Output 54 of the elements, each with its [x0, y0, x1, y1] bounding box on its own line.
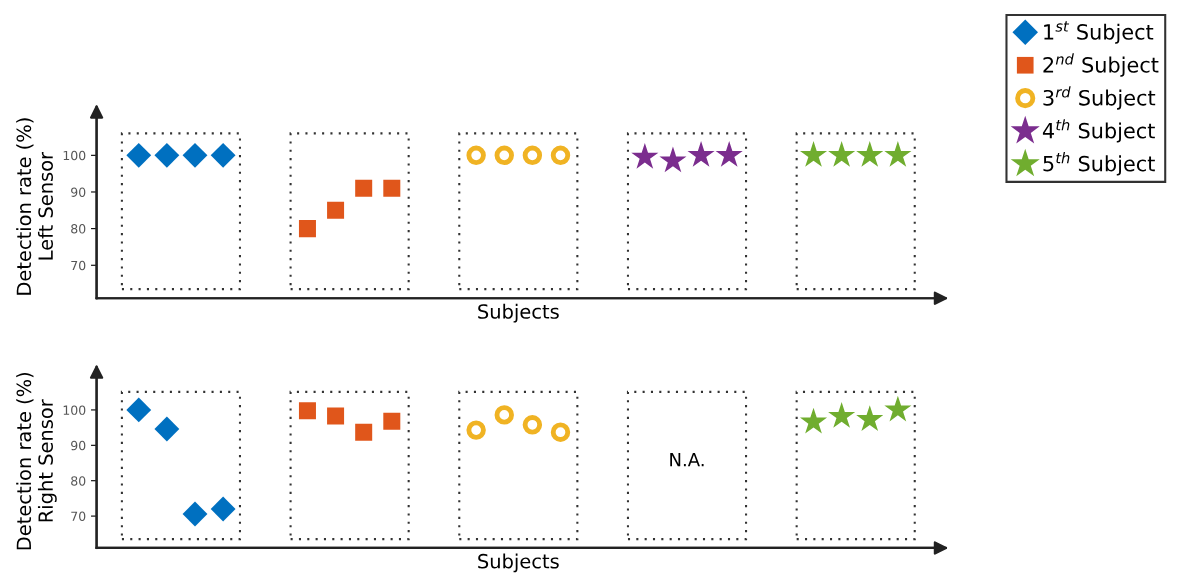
point: [522, 415, 543, 435]
point: [799, 407, 828, 434]
point: [154, 142, 180, 168]
point: [687, 141, 715, 167]
y-tick-label: 90: [71, 440, 86, 451]
point: [210, 142, 236, 168]
point: [182, 501, 208, 527]
point: [631, 142, 659, 169]
point: [494, 405, 514, 425]
legend-label: 4$^{th}$ Subject: [1042, 119, 1155, 143]
point: [383, 179, 401, 197]
point: [856, 141, 884, 167]
y-tick-label: 80: [71, 476, 86, 486]
point: [884, 395, 912, 422]
x-axis-title: Subjects: [478, 303, 559, 323]
point: [126, 142, 152, 168]
point: [799, 141, 828, 167]
point: [884, 141, 912, 167]
y-axis-title: Detection rate (%) Right Sensor: [16, 372, 57, 550]
y-tick-label: 100: [63, 150, 86, 161]
point: [715, 141, 743, 167]
y-tick-label: 90: [71, 187, 86, 197]
y-tick-label: 100: [63, 405, 86, 415]
legend-label: 3$^{rd}$ Subject: [1043, 86, 1156, 110]
point: [327, 407, 345, 425]
point: [154, 416, 180, 442]
point: [494, 145, 514, 166]
point: [355, 179, 373, 197]
y-tick-label: 80: [71, 224, 86, 234]
point: [466, 145, 486, 166]
point: [550, 422, 571, 442]
legend-label: 5$^{th}$ Subject: [1043, 152, 1155, 176]
point: [298, 220, 316, 238]
point: [828, 402, 856, 428]
point: [383, 412, 401, 430]
point: [466, 420, 486, 440]
point: [828, 141, 856, 167]
y-tick-label: 70: [71, 511, 86, 522]
y-tick-label: 70: [71, 260, 86, 271]
point: [182, 142, 208, 168]
point: [298, 402, 316, 420]
y-axis-title: Detection rate (%) Left Sensor: [16, 118, 53, 295]
point: [210, 496, 236, 522]
point: [355, 423, 373, 441]
point: [126, 397, 152, 423]
point: [659, 146, 687, 173]
legend-label: 1$^{st}$ Subject: [1044, 21, 1154, 44]
annotation: N.A.: [670, 453, 704, 467]
point: [522, 145, 543, 166]
point: [550, 145, 571, 166]
point: [327, 201, 345, 219]
point: [856, 405, 884, 431]
x-axis-title: Subjects: [478, 553, 559, 573]
legend-label: 2$^{nd}$ Subject: [1043, 53, 1159, 77]
